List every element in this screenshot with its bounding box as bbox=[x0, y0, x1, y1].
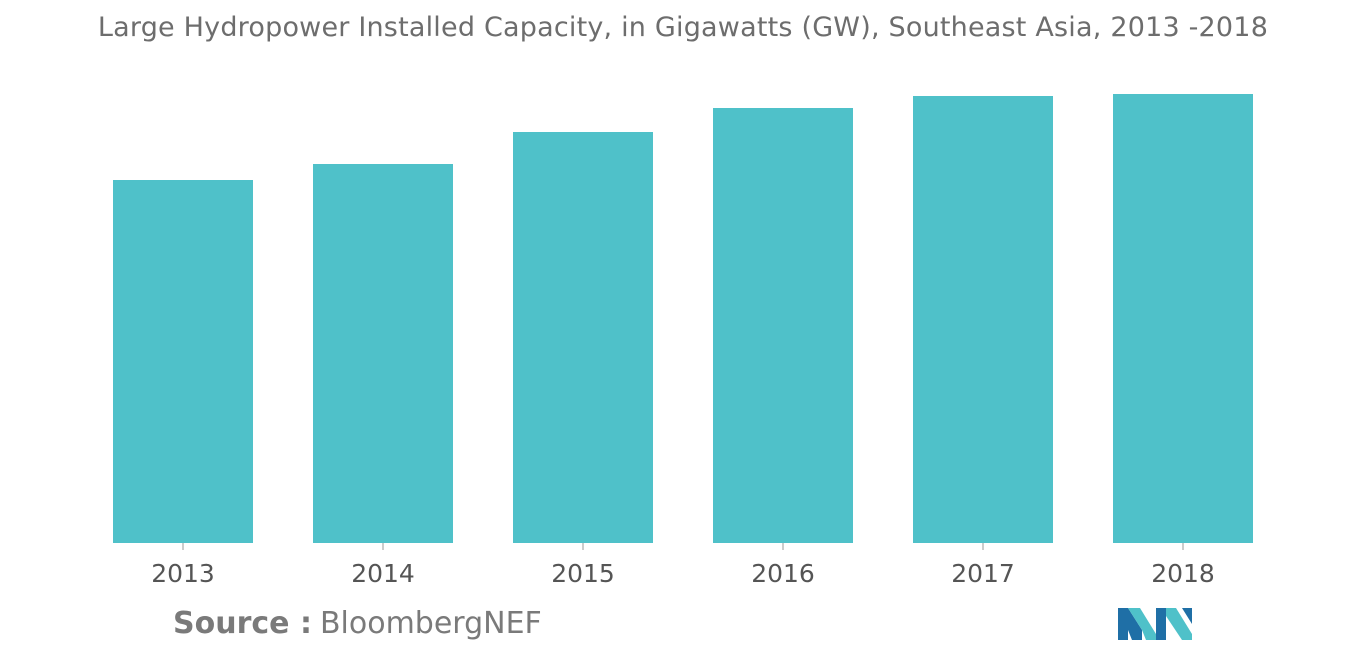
logo-mid-shape bbox=[1128, 608, 1156, 640]
x-tick-label-2015: 2015 bbox=[551, 559, 615, 588]
x-tick-label-2014: 2014 bbox=[351, 559, 415, 588]
company-logo-icon bbox=[1118, 608, 1192, 640]
source-line: Source : BloombergNEF bbox=[173, 606, 542, 641]
x-tick-label-2018: 2018 bbox=[1151, 559, 1215, 588]
x-tick-label-2017: 2017 bbox=[951, 559, 1015, 588]
bar-2015 bbox=[513, 132, 653, 543]
bar-2017 bbox=[913, 96, 1053, 543]
x-tick-label-2016: 2016 bbox=[751, 559, 815, 588]
logo-right-shape bbox=[1166, 608, 1192, 640]
chart-title: Large Hydropower Installed Capacity, in … bbox=[97, 12, 1269, 43]
logo-corner-shape bbox=[1182, 608, 1192, 624]
bar-chart: 2013 2014 2015 2016 2017 2018 bbox=[113, 94, 1253, 588]
bar-2016 bbox=[713, 108, 853, 543]
logo-right-bar bbox=[1156, 608, 1166, 640]
x-tick-label-2013: 2013 bbox=[151, 559, 215, 588]
bar-2014 bbox=[313, 164, 453, 543]
bar-2018 bbox=[1113, 94, 1253, 543]
logo-left-shape bbox=[1118, 608, 1142, 640]
source-label: Source : bbox=[173, 606, 312, 641]
bar-2013 bbox=[113, 180, 253, 543]
source-text: BloombergNEF bbox=[319, 606, 542, 641]
